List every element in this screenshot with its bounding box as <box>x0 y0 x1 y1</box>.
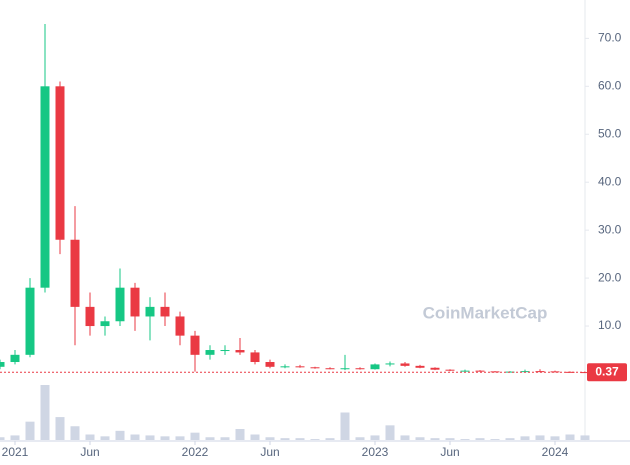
volume-bar <box>325 438 335 440</box>
volume-bar <box>415 437 425 440</box>
volume-bar <box>310 439 320 440</box>
volume-bar <box>145 435 155 440</box>
candle-body <box>130 287 140 317</box>
candle-body <box>205 350 215 355</box>
candle-body <box>550 371 560 373</box>
volume-bar <box>430 438 440 440</box>
volume-bar <box>250 434 260 440</box>
x-tick-label: 2022 <box>182 445 209 459</box>
volume-bar <box>85 434 95 440</box>
candle-body <box>175 316 185 336</box>
y-tick-label: 50.0 <box>598 126 622 140</box>
x-tick-label: Jun <box>440 445 459 459</box>
volume-bar <box>10 435 20 440</box>
candle-body <box>310 367 320 369</box>
volume-bar <box>565 434 575 440</box>
candle-body <box>535 371 545 373</box>
candle-body <box>70 239 80 307</box>
candle-body <box>325 368 335 370</box>
candle-body <box>520 371 530 373</box>
candle-body <box>25 287 35 355</box>
volume-bar <box>70 426 80 440</box>
candle-body <box>160 306 170 317</box>
volume-bar <box>535 435 545 440</box>
candle-body <box>355 368 365 370</box>
volume-bar <box>370 435 380 440</box>
x-tick-label: 2024 <box>542 445 569 459</box>
last-price-label: 0.37 <box>595 364 619 378</box>
candle-body <box>400 363 410 366</box>
y-tick-label: 20.0 <box>598 270 622 284</box>
candle-body <box>220 350 230 352</box>
candle-body <box>100 321 110 327</box>
candle-body <box>385 363 395 365</box>
candle-body <box>490 371 500 373</box>
volume-bar <box>505 438 515 440</box>
candle-body <box>0 362 5 367</box>
last-price-box <box>587 363 627 382</box>
candle-body <box>235 350 245 353</box>
candle-body <box>475 370 485 372</box>
volume-bar <box>100 436 110 440</box>
y-tick-label: 10.0 <box>598 318 622 332</box>
volume-bar <box>160 436 170 440</box>
candle-body <box>145 306 155 317</box>
y-tick-label: 30.0 <box>598 222 622 236</box>
y-tick-label: 40.0 <box>598 174 622 188</box>
candle-body <box>10 354 20 363</box>
volume-bar <box>205 437 215 440</box>
candle-body <box>430 367 440 370</box>
x-tick-label: Jun <box>80 445 99 459</box>
y-tick-label: 70.0 <box>598 31 622 45</box>
volume-bar <box>580 435 590 440</box>
volume-bar <box>55 417 65 440</box>
candle-body <box>370 364 380 370</box>
candle-body <box>115 287 125 322</box>
x-tick-label: 2023 <box>362 445 389 459</box>
volume-bar <box>25 421 35 440</box>
watermark: CoinMarketCap <box>423 303 548 322</box>
candle-body <box>85 306 95 327</box>
volume-bar <box>115 430 125 440</box>
volume-bar <box>40 385 50 440</box>
volume-bar <box>0 437 5 440</box>
volume-bar <box>280 438 290 440</box>
candle-body <box>55 86 65 240</box>
candle-body <box>40 86 50 288</box>
volume-bar <box>265 437 275 440</box>
volume-bar <box>190 432 200 440</box>
volume-bar <box>235 429 245 440</box>
volume-bar <box>355 437 365 440</box>
candle-body <box>415 365 425 368</box>
volume-bar <box>175 436 185 440</box>
candle-body <box>265 362 275 367</box>
candle-body <box>295 366 305 368</box>
volume-bar <box>340 412 350 440</box>
candle-body <box>460 370 470 372</box>
volume-bar <box>460 439 470 440</box>
volume-bar <box>475 438 485 440</box>
volume-bar <box>295 438 305 440</box>
volume-bar <box>550 436 560 440</box>
candle-body <box>445 369 455 371</box>
volume-bar <box>400 435 410 440</box>
volume-bar <box>445 438 455 440</box>
volume-bar <box>220 437 230 440</box>
candle-body <box>280 366 290 368</box>
candle-body <box>250 352 260 363</box>
candle-body <box>340 368 350 370</box>
volume-bar <box>490 439 500 440</box>
volume-bar <box>520 436 530 440</box>
x-tick-label: 2021 <box>2 445 29 459</box>
candle-body <box>190 335 200 355</box>
y-tick-label: 60.0 <box>598 78 622 92</box>
x-tick-label: Jun <box>260 445 279 459</box>
volume-bar <box>130 434 140 440</box>
volume-bar <box>385 425 395 440</box>
